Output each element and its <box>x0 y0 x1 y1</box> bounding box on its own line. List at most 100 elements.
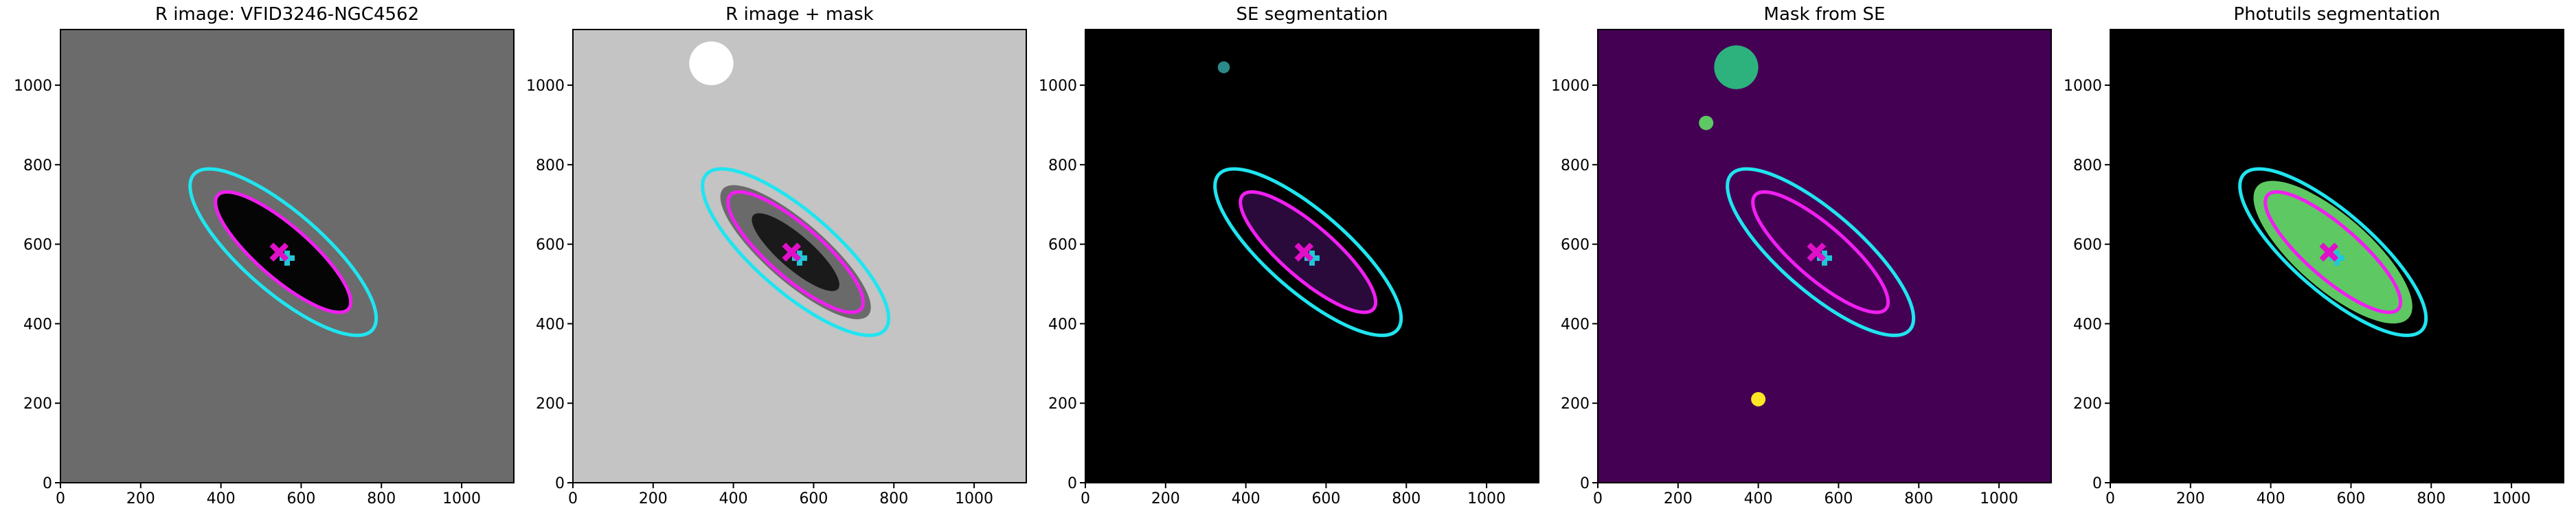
y-tick-label: 0 <box>1067 475 1077 492</box>
y-tick-label: 800 <box>536 157 565 174</box>
x-tick-label: 200 <box>1151 490 1180 507</box>
panel: Photutils segmentation 0 200 400 600 800 1000 0… <box>2064 4 2564 507</box>
axes-frame <box>1085 29 1539 483</box>
x-tick-label: 400 <box>207 490 236 507</box>
y-tick-label: 800 <box>2073 157 2102 174</box>
region <box>1751 392 1766 407</box>
x-tick-label: 0 <box>1593 490 1603 507</box>
y-tick-label: 600 <box>23 237 52 254</box>
y-tick-label: 600 <box>536 237 565 254</box>
center-marker <box>2319 242 2339 262</box>
image-content <box>1213 61 1403 337</box>
axes-frame <box>2110 29 2564 483</box>
axes-frame <box>60 29 515 483</box>
x-tick-label: 1000 <box>1467 490 1506 507</box>
panel: Mask from SE 0 200 400 600 800 1000 0 200 400 600 8… <box>1551 4 2052 507</box>
x-tick-label: 800 <box>367 490 396 507</box>
region <box>1240 192 1376 312</box>
x-tick-label: 800 <box>1392 490 1421 507</box>
region <box>689 41 734 86</box>
x-tick-label: 1000 <box>1980 490 2018 507</box>
x-tick-label: 0 <box>2105 490 2115 507</box>
image-content <box>188 167 379 337</box>
x-tick-label: 200 <box>2176 490 2205 507</box>
image-content <box>689 41 891 337</box>
aperture-ellipse <box>214 190 353 314</box>
center-marker <box>1294 242 1314 262</box>
x-tick-label: 600 <box>1311 490 1340 507</box>
x-tick-label: 600 <box>286 490 315 507</box>
y-tick-label: 200 <box>1561 396 1590 413</box>
region <box>1714 45 1759 89</box>
aperture-ellipse <box>1239 190 1378 314</box>
y-tick-label: 0 <box>2092 475 2102 492</box>
x-tick-label: 0 <box>1081 490 1090 507</box>
panel: R image: VFID3246-NGC4562 0 200 400 600 800 10… <box>14 4 515 507</box>
aperture-ellipse <box>1213 167 1403 337</box>
center-marker <box>269 242 289 262</box>
y-tick-label: 400 <box>23 316 52 333</box>
x-tick-label: 400 <box>1232 490 1261 507</box>
y-tick-label: 200 <box>1048 396 1077 413</box>
y-tick-label: 200 <box>536 396 565 413</box>
x-tick-label: 400 <box>1744 490 1773 507</box>
region <box>215 192 351 312</box>
y-tick-label: 600 <box>2073 237 2102 254</box>
panel-title: Mask from SE <box>1764 4 1886 25</box>
region <box>2253 181 2413 324</box>
region <box>1699 115 1714 130</box>
x-tick-label: 800 <box>1904 490 1933 507</box>
axes-frame <box>572 29 1027 483</box>
region <box>752 213 839 291</box>
y-tick-label: 800 <box>1048 157 1077 174</box>
y-tick-label: 1000 <box>1039 78 1077 95</box>
center-marker <box>782 242 802 262</box>
aperture-ellipse <box>1751 190 1890 314</box>
region <box>1217 61 1230 73</box>
x-tick-label: 800 <box>2417 490 2445 507</box>
x-tick-label: 600 <box>2336 490 2365 507</box>
aperture-ellipse <box>1726 167 1916 337</box>
y-tick-label: 1000 <box>526 78 565 95</box>
aperture-ellipse <box>188 167 379 337</box>
y-tick-label: 400 <box>1561 316 1590 333</box>
y-tick-label: 1000 <box>1551 78 1590 95</box>
image-content <box>1699 45 1916 407</box>
x-tick-label: 200 <box>1664 490 1693 507</box>
y-tick-label: 400 <box>1048 316 1077 333</box>
panel-title: R image: VFID3246-NGC4562 <box>155 4 419 25</box>
x-tick-label: 400 <box>2257 490 2285 507</box>
x-tick-label: 0 <box>56 490 65 507</box>
aperture-ellipse <box>2238 167 2428 337</box>
axes-frame <box>1597 29 2052 483</box>
x-tick-label: 400 <box>719 490 748 507</box>
panel-title: SE segmentation <box>1236 4 1388 25</box>
y-tick-label: 1000 <box>2064 78 2102 95</box>
x-tick-label: 600 <box>1824 490 1853 507</box>
image-content <box>2238 167 2428 337</box>
panel: SE segmentation 0 200 400 600 800 1000 0 200 400 6… <box>1039 4 1539 507</box>
y-tick-label: 0 <box>1580 475 1590 492</box>
y-tick-label: 0 <box>43 475 52 492</box>
y-tick-label: 200 <box>23 396 52 413</box>
y-tick-label: 0 <box>555 475 565 492</box>
y-tick-label: 1000 <box>14 78 52 95</box>
x-tick-label: 1000 <box>442 490 481 507</box>
y-tick-label: 600 <box>1561 237 1590 254</box>
y-tick-label: 400 <box>2073 316 2102 333</box>
panel-title: Photutils segmentation <box>2234 4 2441 25</box>
x-tick-label: 200 <box>639 490 668 507</box>
aperture-ellipse <box>726 190 866 314</box>
x-tick-label: 1000 <box>955 490 993 507</box>
y-tick-label: 600 <box>1048 237 1077 254</box>
x-tick-label: 600 <box>799 490 828 507</box>
panel-title: R image + mask <box>725 4 874 25</box>
y-tick-label: 400 <box>536 316 565 333</box>
y-tick-label: 800 <box>23 157 52 174</box>
x-tick-label: 800 <box>879 490 908 507</box>
center-marker <box>1807 242 1827 262</box>
x-tick-label: 0 <box>568 490 578 507</box>
aperture-ellipse <box>2263 190 2403 314</box>
